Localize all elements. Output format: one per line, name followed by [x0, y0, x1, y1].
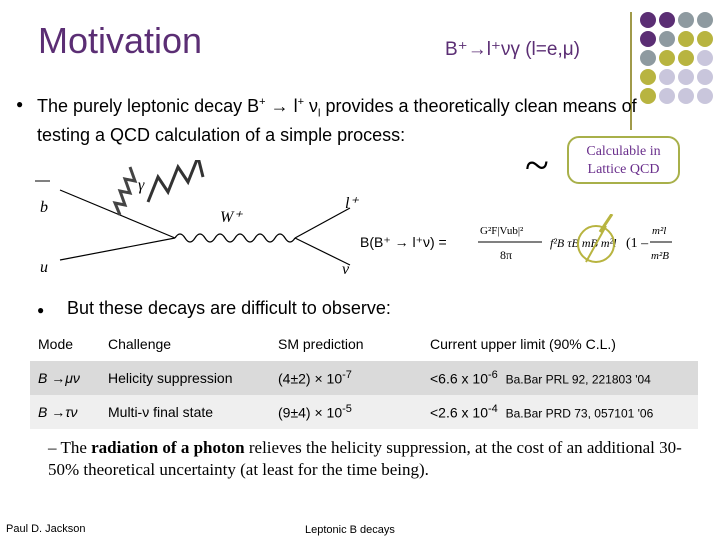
lepton-line	[294, 207, 351, 239]
limit-exponent: -4	[488, 403, 498, 416]
b-quark-label: b	[40, 199, 48, 216]
formula-lhs: B(B⁺ → l⁺ν) =	[360, 234, 447, 250]
dot	[678, 12, 694, 28]
callout-pointer	[598, 214, 614, 233]
challenge-cell: Multi-ν final state	[108, 404, 214, 420]
note-prefix: – The	[48, 438, 92, 457]
dot	[678, 31, 694, 47]
neutrino-label: ν	[342, 261, 350, 278]
formula-factors: f²B τB mB m²l	[550, 236, 617, 250]
footer-author: Paul D. Jackson	[6, 523, 86, 535]
bullet-dot-icon: ●	[16, 97, 24, 111]
formula-paren-den: m²B	[651, 250, 669, 262]
dot	[697, 12, 713, 28]
dot	[659, 31, 675, 47]
dot	[659, 12, 675, 28]
dot	[678, 69, 694, 85]
photon-radiation-note: – The radiation of a photon relieves the…	[48, 437, 688, 481]
reference: Ba.Bar PRD 73, 057101 '06	[505, 406, 654, 421]
page-title: Motivation	[38, 20, 203, 61]
bullet-difficult: But these decays are difficult to observ…	[67, 298, 391, 318]
decay-table: Mode Challenge SM prediction Current upp…	[30, 327, 698, 429]
text-sub: l	[318, 107, 321, 120]
dot	[697, 50, 713, 66]
limit-value: <2.6 x 10	[430, 404, 488, 421]
decorative-dot-grid	[640, 12, 720, 122]
table-header: Current upper limit (90% C.L.)	[430, 336, 616, 352]
text-sup: +	[297, 96, 305, 108]
text-part: provides a theoretically clean means of …	[37, 96, 637, 145]
dot	[640, 69, 656, 85]
formula-paren: (1 –	[626, 236, 649, 251]
bullet-leptonic-decay: The purely leptonic decay B+ → l+ νl pro…	[37, 92, 637, 146]
formula-numerator: G²F|Vub|²	[480, 225, 524, 237]
table-header: Challenge	[108, 336, 172, 352]
table-row: B →τν Multi-ν final state (9±4) × 10-5 <…	[30, 395, 698, 429]
gamma-label: γ	[138, 177, 145, 194]
w-boson-label: W⁺	[220, 209, 243, 226]
dot	[640, 31, 656, 47]
callout-line: Lattice QCD	[587, 162, 660, 177]
photon-line	[112, 166, 138, 216]
sm-cell: (4±2) × 10-7	[270, 361, 422, 395]
dot	[640, 12, 656, 28]
highlight-circle	[577, 225, 615, 263]
dot	[678, 88, 694, 104]
limit-cell: <2.6 x 10-4 Ba.Bar PRD 73, 057101 '06	[422, 395, 698, 429]
dot	[659, 50, 675, 66]
bullet-dot-icon: ●	[37, 303, 45, 317]
table-header: Mode	[38, 336, 74, 352]
note-suffix: relieves the helicity suppression, at th…	[48, 438, 682, 479]
text-part: The purely leptonic decay B	[37, 96, 260, 116]
lepton-label: l⁺	[345, 195, 359, 212]
u-quark-label: u	[40, 259, 48, 276]
decorative-divider	[630, 12, 632, 130]
note-bold: radiation of a photon	[91, 438, 245, 457]
branching-fraction-formula: B(B⁺ → l⁺ν) = G²F|Vub|² 8π f²B τB mB m²l…	[360, 214, 678, 270]
footer-title: Leptonic B decays	[305, 524, 395, 536]
dot	[678, 50, 694, 66]
dot	[640, 50, 656, 66]
table-row: B →μν Helicity suppression (4±2) × 10-7 …	[30, 361, 698, 395]
sm-cell: (9±4) × 10-5	[270, 395, 422, 429]
dot	[697, 69, 713, 85]
text-part: → l	[265, 96, 298, 116]
formula-paren-num: m²l	[652, 225, 666, 237]
lattice-qcd-callout: Calculable in Lattice QCD	[567, 136, 680, 184]
callout-line: Calculable in	[586, 144, 661, 159]
page-subtitle: B⁺→l⁺νγ (l=e,μ)	[445, 39, 580, 60]
u-quark-line	[59, 237, 176, 261]
tilde-symbol: ~	[525, 141, 549, 190]
b-quark-line	[59, 189, 176, 239]
feynman-diagram: b u γ W⁺ l⁺ ν	[35, 160, 359, 278]
challenge-cell: Helicity suppression	[108, 370, 233, 386]
reference: Ba.Bar PRL 92, 221803 '04	[505, 372, 651, 387]
table-header: SM prediction	[278, 336, 364, 352]
mode-cell: B →μν	[38, 370, 80, 386]
limit-exponent: -6	[488, 369, 498, 382]
dot	[659, 69, 675, 85]
text-part: ν	[304, 96, 319, 116]
formula-denominator: 8π	[500, 248, 512, 262]
sm-value: (9±4) × 10	[278, 404, 343, 421]
dot	[697, 88, 713, 104]
limit-value: <6.6 x 10	[430, 370, 488, 387]
neutrino-line	[294, 237, 351, 266]
sm-exponent: -5	[342, 403, 352, 416]
dot	[659, 88, 675, 104]
sm-exponent: -7	[342, 369, 352, 382]
table-header-row: Mode Challenge SM prediction Current upp…	[30, 327, 698, 361]
text-sup: +	[259, 96, 266, 108]
highlight-strike	[585, 225, 607, 263]
dot	[697, 31, 713, 47]
photon-line	[146, 160, 205, 203]
mode-cell: B →τν	[38, 404, 78, 420]
limit-cell: <6.6 x 10-6 Ba.Bar PRL 92, 221803 '04	[422, 361, 698, 395]
dot	[640, 88, 656, 104]
w-boson-line	[174, 233, 296, 243]
sm-value: (4±2) × 10	[278, 370, 343, 387]
